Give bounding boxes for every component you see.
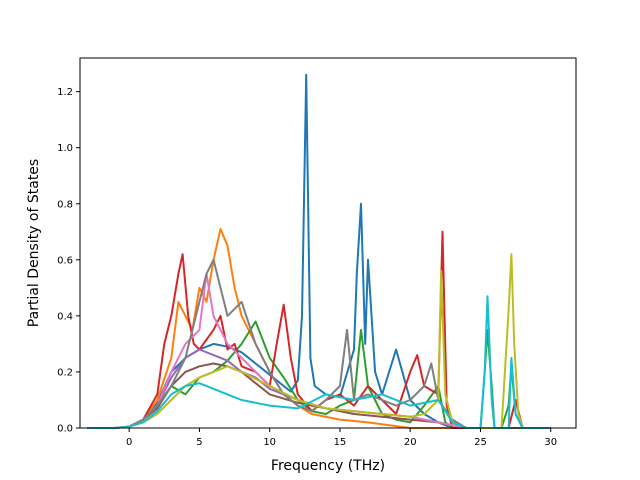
x-axis-label: Frequency (THz) [271, 458, 385, 474]
y-axis-label: Partial Density of States [26, 159, 42, 327]
x-tick-label: 15 [334, 437, 347, 448]
series-line-8 [87, 258, 551, 429]
series-layer [87, 73, 551, 429]
x-tick-label: 20 [404, 437, 417, 448]
x-tick-label: 10 [263, 437, 276, 448]
y-tick-label: 0.6 [57, 255, 73, 266]
x-tick-label: 5 [196, 437, 202, 448]
x-axis-ticks: 0 5 10 15 20 25 30 [126, 428, 557, 448]
y-axis-ticks: 0.0 0.2 0.4 0.6 0.8 1.0 1.2 [57, 87, 80, 435]
y-tick-label: 0.2 [57, 367, 73, 378]
series-line-1 [87, 73, 551, 429]
x-tick-label: 30 [544, 437, 557, 448]
x-tick-label: 0 [126, 437, 132, 448]
x-tick-label: 25 [474, 437, 487, 448]
y-tick-label: 0.4 [57, 311, 73, 322]
plot-frame [79, 57, 577, 429]
y-tick-label: 0.0 [57, 424, 73, 435]
series-line-9 [87, 253, 551, 429]
y-tick-label: 1.2 [57, 87, 73, 98]
series-line-4 [87, 230, 551, 429]
y-tick-label: 1.0 [57, 143, 73, 154]
y-tick-label: 0.8 [57, 199, 73, 210]
series-line-2 [87, 228, 551, 429]
